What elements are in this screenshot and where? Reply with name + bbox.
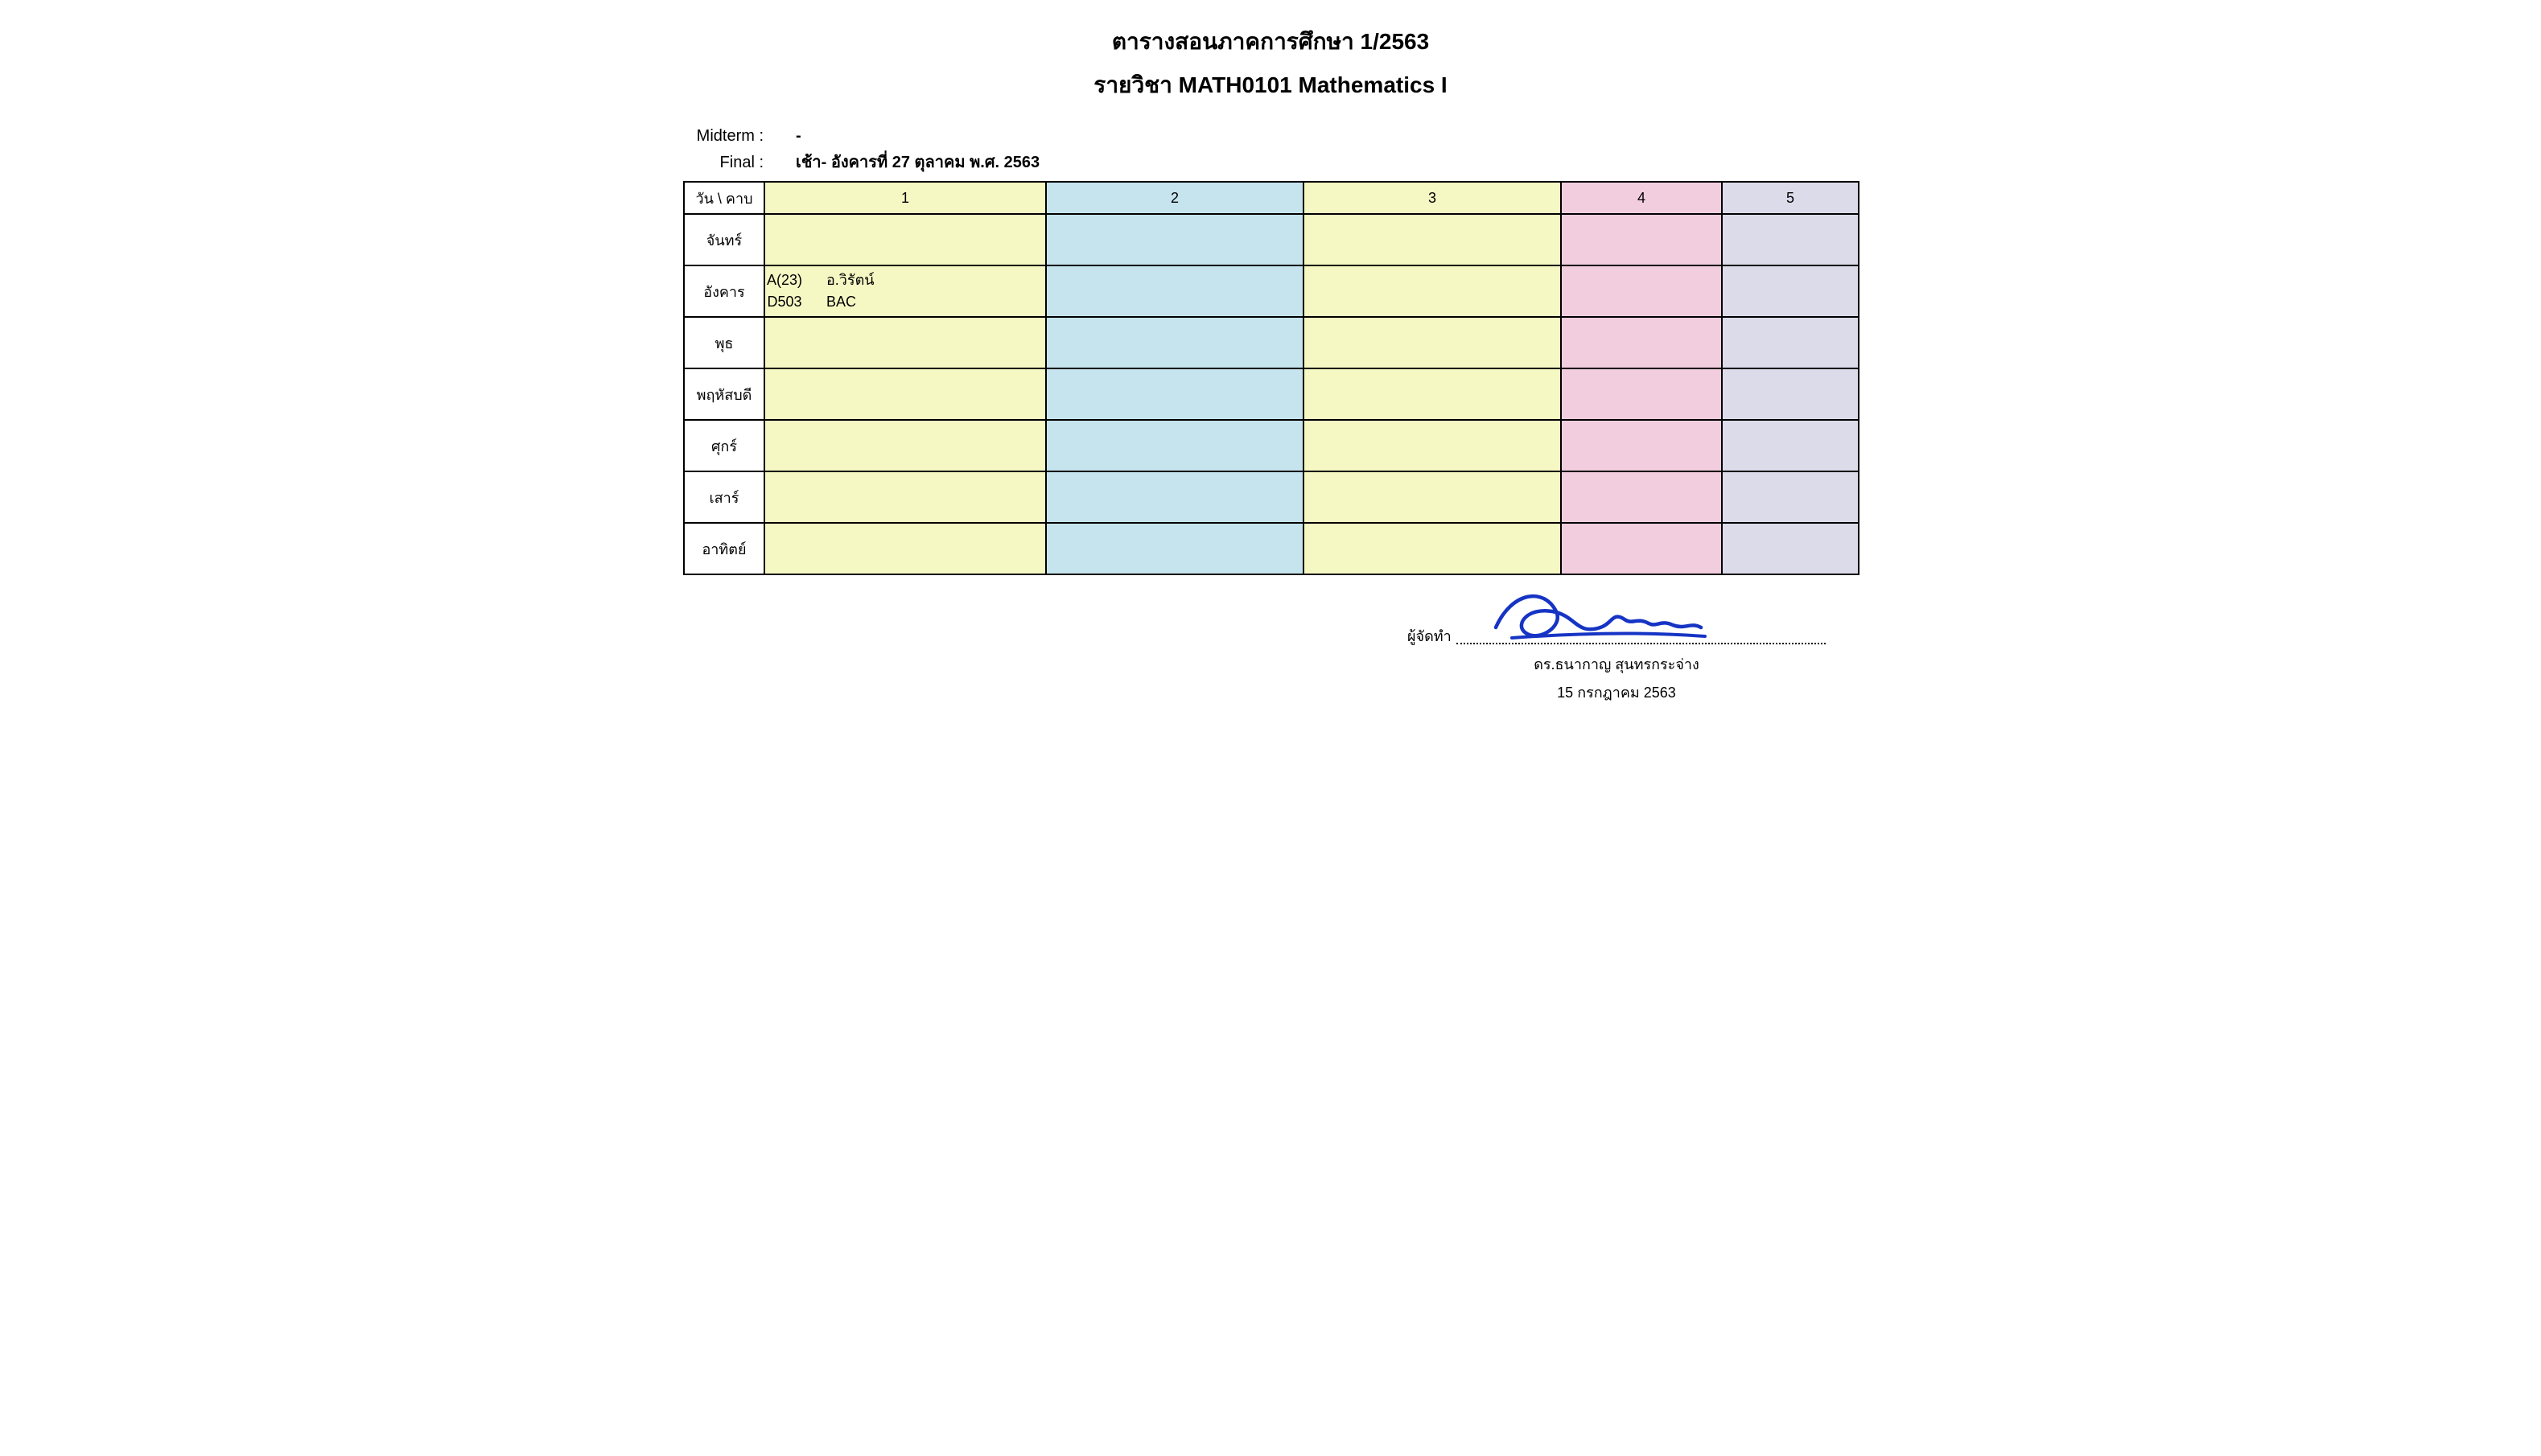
sign-date: 15 กรกฎาคม 2563	[1407, 681, 1826, 704]
cell	[1722, 368, 1859, 420]
day-label: พฤหัสบดี	[684, 368, 764, 420]
cell	[764, 420, 1046, 471]
cell	[764, 317, 1046, 368]
table-row: อังคารA(23) อ.วิรัตน์ D503 BAC	[684, 265, 1859, 317]
cell	[1561, 265, 1722, 317]
period-header-2: 2	[1046, 182, 1303, 214]
table-row: เสาร์	[684, 471, 1859, 523]
entry-line-2: D503 BAC	[765, 291, 1045, 313]
cell	[1303, 523, 1561, 574]
cell	[764, 471, 1046, 523]
cell	[1303, 214, 1561, 265]
midterm-value: -	[772, 127, 801, 146]
signature-line: ผู้จัดทำ	[1407, 599, 1826, 648]
table-row: พุธ	[684, 317, 1859, 368]
day-label: อาทิตย์	[684, 523, 764, 574]
cell	[764, 368, 1046, 420]
cell	[1561, 368, 1722, 420]
section-code: A(23)	[765, 269, 804, 291]
cell	[1722, 420, 1859, 471]
period-header-4: 4	[1561, 182, 1722, 214]
day-label: พุธ	[684, 317, 764, 368]
table-row: จันทร์	[684, 214, 1859, 265]
teacher-name: อ.วิรัตน์	[826, 269, 875, 291]
footer: ผู้จัดทำ ดร.ธนากาญ สุนทรกระจ่าง 15 กรกฎา…	[683, 599, 1858, 712]
final-label: Final :	[691, 154, 772, 172]
period-header-1: 1	[764, 182, 1046, 214]
signature-block: ผู้จัดทำ ดร.ธนากาญ สุนทรกระจ่าง 15 กรกฎา…	[1407, 599, 1826, 704]
cell	[1561, 420, 1722, 471]
cell	[1046, 420, 1303, 471]
cell	[1561, 471, 1722, 523]
title-line-2: รายวิชา MATH0101 Mathematics I	[683, 68, 1858, 103]
cell	[1303, 420, 1561, 471]
cell	[1561, 523, 1722, 574]
cell	[764, 523, 1046, 574]
day-label: อังคาร	[684, 265, 764, 317]
exam-meta: Midterm : - Final : เช้า- อังคารที่ 27 ต…	[691, 127, 1858, 175]
cell	[1046, 265, 1303, 317]
day-label: เสาร์	[684, 471, 764, 523]
day-label: ศุกร์	[684, 420, 764, 471]
midterm-label: Midterm :	[691, 127, 772, 146]
timetable-body: จันทร์อังคารA(23) อ.วิรัตน์ D503 BAC พุธพฤหั…	[684, 214, 1859, 574]
timetable-document: ตารางสอนภาคการศึกษา 1/2563 รายวิชา MATH0…	[683, 24, 1858, 712]
cell	[1303, 265, 1561, 317]
cell	[1561, 214, 1722, 265]
cell	[1722, 523, 1859, 574]
signature-icon	[1480, 583, 1721, 648]
table-row: อาทิตย์	[684, 523, 1859, 574]
cell	[764, 214, 1046, 265]
group-code: BAC	[826, 291, 856, 313]
cell	[1046, 368, 1303, 420]
cell	[1303, 471, 1561, 523]
period-header-3: 3	[1303, 182, 1561, 214]
final-value: เช้า- อังคารที่ 27 ตุลาคม พ.ศ. 2563	[772, 149, 1040, 175]
cell	[1561, 317, 1722, 368]
day-label: จันทร์	[684, 214, 764, 265]
cell: A(23) อ.วิรัตน์ D503 BAC	[764, 265, 1046, 317]
signer-name: ดร.ธนากาญ สุนทรกระจ่าง	[1407, 652, 1826, 676]
period-header-5: 5	[1722, 182, 1859, 214]
title-line-1: ตารางสอนภาคการศึกษา 1/2563	[683, 24, 1858, 60]
entry-line-1: A(23) อ.วิรัตน์	[765, 269, 1045, 291]
final-row: Final : เช้า- อังคารที่ 27 ตุลาคม พ.ศ. 2…	[691, 149, 1858, 175]
cell	[1722, 265, 1859, 317]
table-row: พฤหัสบดี	[684, 368, 1859, 420]
corner-cell: วัน \ คาบ	[684, 182, 764, 214]
cell	[1046, 471, 1303, 523]
cell	[1722, 214, 1859, 265]
midterm-row: Midterm : -	[691, 127, 1858, 146]
room-code: D503	[765, 291, 804, 313]
title-block: ตารางสอนภาคการศึกษา 1/2563 รายวิชา MATH0…	[683, 24, 1858, 103]
cell	[1046, 523, 1303, 574]
signature-dotted-line	[1456, 643, 1826, 644]
cell	[1303, 317, 1561, 368]
cell	[1046, 317, 1303, 368]
cell	[1303, 368, 1561, 420]
cell	[1722, 471, 1859, 523]
cell	[1046, 214, 1303, 265]
timetable: วัน \ คาบ12345 จันทร์อังคารA(23) อ.วิรัตน…	[683, 181, 1859, 575]
table-row: ศุกร์	[684, 420, 1859, 471]
timetable-header-row: วัน \ คาบ12345	[684, 182, 1859, 214]
cell	[1722, 317, 1859, 368]
prepared-by-label: ผู้จัดทำ	[1407, 624, 1452, 648]
